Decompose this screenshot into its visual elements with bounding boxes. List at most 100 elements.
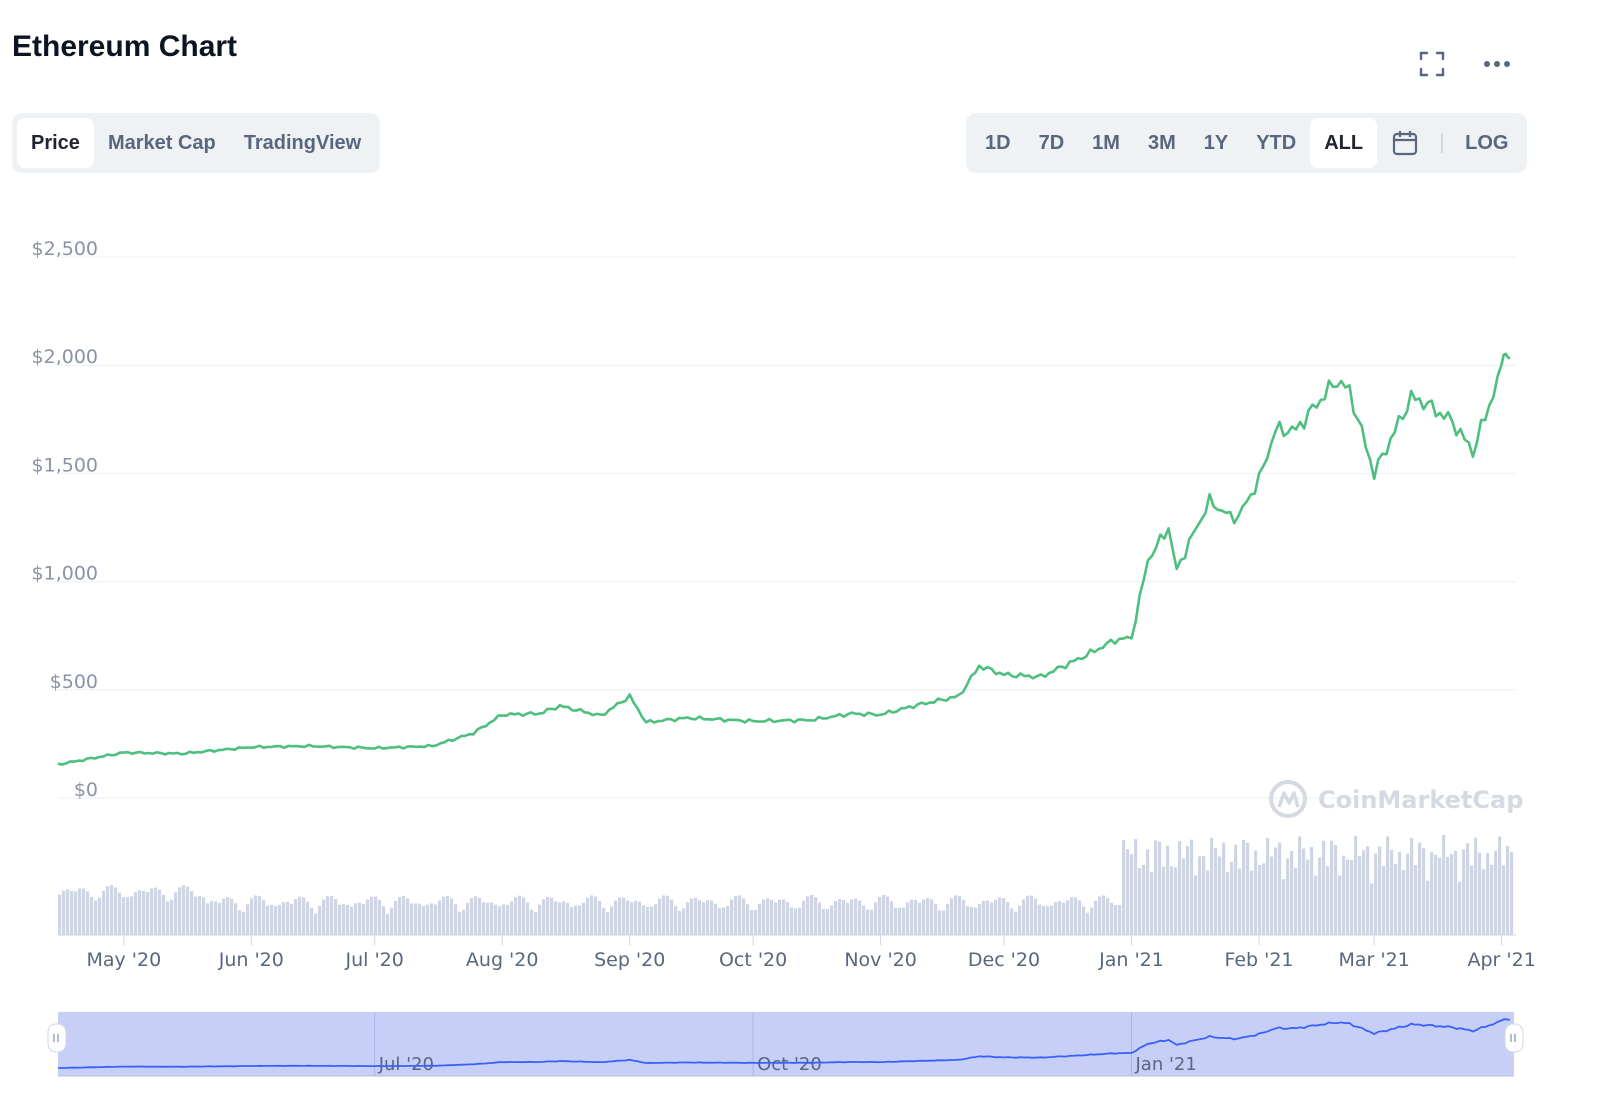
volume-bar: [758, 903, 762, 935]
range-1y[interactable]: 1Y: [1203, 131, 1229, 154]
volume-bar: [334, 899, 338, 935]
volume-bar: [646, 906, 650, 935]
volume-bar: [558, 902, 562, 935]
volume-bar: [1506, 845, 1510, 935]
volume-bar: [1386, 836, 1390, 935]
range-3m[interactable]: 3M: [1147, 131, 1176, 154]
navigator[interactable]: Jul '20 Oct '20 Jan '21: [47, 1012, 1524, 1077]
volume-bar: [346, 904, 350, 935]
volume-bar: [858, 900, 862, 935]
x-tick-label: Feb '21: [1224, 949, 1293, 971]
range-all[interactable]: ALL: [1310, 118, 1378, 168]
volume-bar: [182, 885, 186, 935]
volume-bar: [718, 908, 722, 935]
volume-bar: [654, 904, 658, 935]
volume-bar: [1330, 840, 1334, 935]
volume-bar: [306, 901, 310, 935]
volume-bar: [1202, 856, 1206, 935]
expand-icon[interactable]: [1412, 44, 1452, 84]
volume-bar: [1338, 875, 1342, 935]
volume-bar: [394, 901, 398, 935]
volume-bar: [798, 907, 802, 935]
price-series-line: [57, 352, 1511, 766]
volume-bar: [1354, 835, 1358, 935]
navigator-window: [58, 1012, 1514, 1076]
volume-bar: [818, 902, 822, 935]
volume-bar: [702, 902, 706, 935]
volume-bar: [706, 900, 710, 935]
volume-bar: [298, 896, 302, 935]
volume-bar: [1454, 850, 1458, 935]
volume-bar: [262, 900, 266, 935]
volume-bar: [230, 898, 234, 935]
volume-bar: [226, 897, 230, 935]
volume-bar: [458, 911, 462, 935]
tab-tradingview[interactable]: TradingView: [243, 131, 362, 154]
volume-bar: [478, 897, 482, 935]
volume-bar: [202, 897, 206, 935]
navigator-handle-left[interactable]: [47, 1023, 67, 1053]
volume-bar: [1062, 902, 1066, 935]
volume-bar: [1010, 908, 1014, 935]
volume-bar: [470, 898, 474, 935]
volume-bar: [1426, 880, 1430, 935]
volume-bar: [546, 896, 550, 935]
volume-bar: [1214, 848, 1218, 935]
range-ytd[interactable]: YTD: [1256, 131, 1297, 154]
tab-price[interactable]: Price: [17, 118, 94, 168]
more-horizontal-icon[interactable]: [1477, 44, 1517, 84]
navigator-tick-label: Jan '21: [1134, 1054, 1196, 1075]
volume-bar: [1498, 836, 1502, 935]
x-tick-label: May '20: [86, 949, 161, 971]
volume-bar: [894, 907, 898, 935]
log-scale-button[interactable]: LOG: [1465, 131, 1509, 154]
volume-bar: [962, 899, 966, 935]
volume-bar: [1378, 846, 1382, 935]
volume-bar: [1318, 857, 1322, 935]
range-tabs: 1D 7D 1M 3M 1Y YTD ALL LOG: [966, 113, 1528, 173]
volume-bar: [1206, 870, 1210, 935]
volume-bar: [538, 904, 542, 935]
volume-bar: [658, 898, 662, 935]
volume-bar: [318, 905, 322, 935]
volume-bar: [1290, 851, 1294, 935]
volume-bar: [534, 912, 538, 935]
volume-bar: [162, 895, 166, 935]
volume-bar: [1474, 837, 1478, 935]
volume-bar: [254, 895, 258, 935]
range-1d[interactable]: 1D: [985, 131, 1011, 154]
watermark-text: CoinMarketCap: [1318, 786, 1523, 814]
navigator-tick-label: Oct '20: [757, 1054, 822, 1075]
volume-bar: [102, 890, 106, 935]
volume-bar: [838, 899, 842, 935]
volume-bar: [1458, 881, 1462, 935]
volume-bar: [1370, 883, 1374, 935]
volume-bar: [66, 889, 70, 935]
volume-bar: [218, 902, 222, 935]
volume-bar: [358, 902, 362, 935]
volume-bar: [786, 902, 790, 935]
volume-bar: [1070, 897, 1074, 935]
volume-bar: [774, 902, 778, 935]
volume-bar: [1490, 864, 1494, 935]
volume-bar: [114, 887, 118, 935]
volume-bar: [542, 899, 546, 935]
navigator-series-line: [57, 1018, 1510, 1069]
range-1m[interactable]: 1M: [1092, 131, 1120, 154]
volume-bar: [1414, 865, 1418, 935]
navigator-handle-right[interactable]: [1504, 1023, 1524, 1053]
volume-bar: [830, 905, 834, 935]
range-7d[interactable]: 7D: [1038, 131, 1065, 154]
volume-bar: [1014, 911, 1018, 935]
page-title: Ethereum Chart: [12, 30, 238, 63]
x-tick-label: Oct '20: [719, 949, 787, 971]
volume-bar: [914, 900, 918, 935]
volume-bar: [1278, 842, 1282, 935]
tab-market-cap[interactable]: Market Cap: [107, 131, 216, 154]
volume-bar: [1178, 841, 1182, 935]
y-tick-label: $2,000: [32, 346, 98, 368]
calendar-icon[interactable]: [1377, 118, 1433, 168]
volume-bar: [1294, 867, 1298, 935]
volume-bar: [1126, 849, 1130, 935]
volume-bar: [278, 904, 282, 935]
